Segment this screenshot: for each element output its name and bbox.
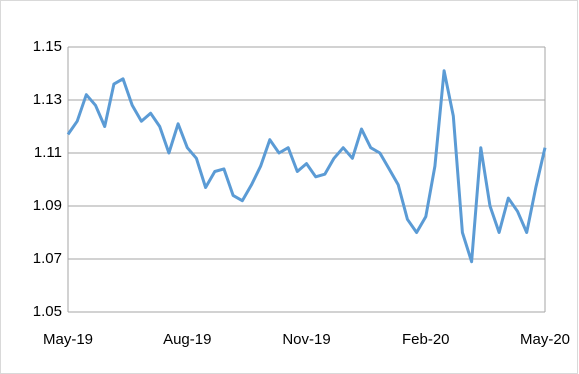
y-tick-label: 1.07 (33, 250, 62, 267)
data-line (66, 69, 547, 264)
y-tick-label: 1.11 (34, 144, 62, 161)
y-tick-label: 1.09 (33, 197, 62, 214)
x-tick-label: Aug-19 (163, 331, 211, 348)
x-tick-label: May-19 (43, 331, 93, 348)
y-tick-label: 1.13 (33, 91, 62, 108)
x-tick-label: May-20 (520, 331, 570, 348)
y-tick-label: 1.05 (33, 303, 62, 320)
x-tick-label: Feb-20 (402, 331, 450, 348)
x-tick-label: Nov-19 (282, 331, 330, 348)
y-tick-label: 1.15 (33, 38, 62, 55)
